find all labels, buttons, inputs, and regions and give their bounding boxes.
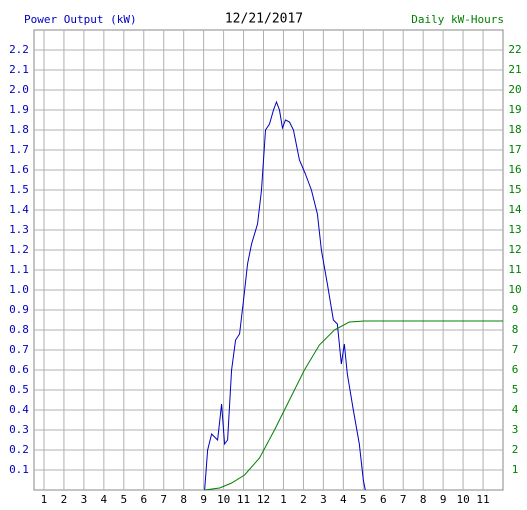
y-tick-label: 0.3 (9, 423, 29, 436)
x-tick-label: 11 (476, 493, 489, 506)
x-tick-label: 1 (280, 493, 287, 506)
x-tick-label: 5 (120, 493, 127, 506)
data-line (204, 100, 366, 491)
y2-tick-label: 8 (512, 323, 519, 336)
y-tick-label: 0.1 (9, 463, 29, 476)
y2-tick-label: 6 (512, 363, 519, 376)
y2-tick-label: 22 (508, 43, 521, 56)
x-tick-label: 5 (360, 493, 367, 506)
y-tick-label: 1.3 (9, 223, 29, 236)
x-tick-label: 7 (400, 493, 407, 506)
x-tick-label: 3 (320, 493, 327, 506)
y-tick-label: 2.2 (9, 43, 29, 56)
y-tick-label: 0.5 (9, 383, 29, 396)
x-tick-label: 10 (217, 493, 230, 506)
x-tick-label: 1 (41, 493, 48, 506)
y2-tick-label: 9 (512, 303, 519, 316)
x-tick-label: 8 (180, 493, 187, 506)
y2-tick-label: 10 (508, 283, 521, 296)
y-tick-label: 0.8 (9, 323, 29, 336)
y2-tick-label: 17 (508, 143, 521, 156)
x-tick-label: 9 (440, 493, 447, 506)
y2-tick-label: 16 (508, 163, 521, 176)
x-tick-label: 8 (420, 493, 427, 506)
y-axis-label: Power Output (kW) (24, 13, 137, 26)
y-tick-label: 1.2 (9, 243, 29, 256)
y2-tick-label: 11 (508, 263, 521, 276)
y-tick-label: 1.1 (9, 263, 29, 276)
y2-tick-label: 18 (508, 123, 521, 136)
x-tick-label: 6 (140, 493, 147, 506)
x-tick-label: 10 (456, 493, 469, 506)
x-tick-label: 7 (160, 493, 167, 506)
plot-area (33, 29, 504, 491)
x-tick-label: 4 (101, 493, 108, 506)
y-tick-label: 1.5 (9, 183, 29, 196)
y2-axis-label: Daily kW-Hours (411, 13, 504, 26)
y2-tick-label: 3 (512, 423, 519, 436)
x-tick-label: 11 (237, 493, 250, 506)
y-tick-label: 0.6 (9, 363, 29, 376)
y2-tick-label: 2 (512, 443, 519, 456)
y-tick-label: 1.8 (9, 123, 29, 136)
y-tick-label: 1.7 (9, 143, 29, 156)
x-tick-label: 9 (200, 493, 207, 506)
y-tick-label: 0.4 (9, 403, 29, 416)
y-tick-label: 1.4 (9, 203, 29, 216)
y2-tick-label: 1 (512, 463, 519, 476)
y2-tick-label: 19 (508, 103, 521, 116)
y2-tick-label: 20 (508, 83, 521, 96)
y-tick-label: 0.7 (9, 343, 29, 356)
data-line (204, 320, 503, 491)
y-tick-label: 1.9 (9, 103, 29, 116)
y2-tick-label: 15 (508, 183, 521, 196)
y2-tick-label: 5 (512, 383, 519, 396)
y-tick-label: 1.6 (9, 163, 29, 176)
y2-tick-label: 13 (508, 223, 521, 236)
x-tick-label: 6 (380, 493, 387, 506)
y2-tick-label: 21 (508, 63, 521, 76)
y-tick-label: 0.9 (9, 303, 29, 316)
y2-tick-label: 7 (512, 343, 519, 356)
y2-tick-label: 14 (508, 203, 522, 216)
x-tick-label: 2 (61, 493, 68, 506)
chart-title: 12/21/2017 (225, 12, 303, 27)
y-tick-label: 0.2 (9, 443, 29, 456)
y2-tick-label: 4 (512, 403, 519, 416)
y-tick-label: 1.0 (9, 283, 29, 296)
x-tick-label: 12 (257, 493, 270, 506)
y-tick-label: 2.0 (9, 83, 29, 96)
y-tick-label: 2.1 (9, 63, 29, 76)
x-tick-label: 4 (340, 493, 347, 506)
x-tick-label: 2 (300, 493, 307, 506)
x-tick-label: 3 (81, 493, 88, 506)
y2-tick-label: 12 (508, 243, 521, 256)
